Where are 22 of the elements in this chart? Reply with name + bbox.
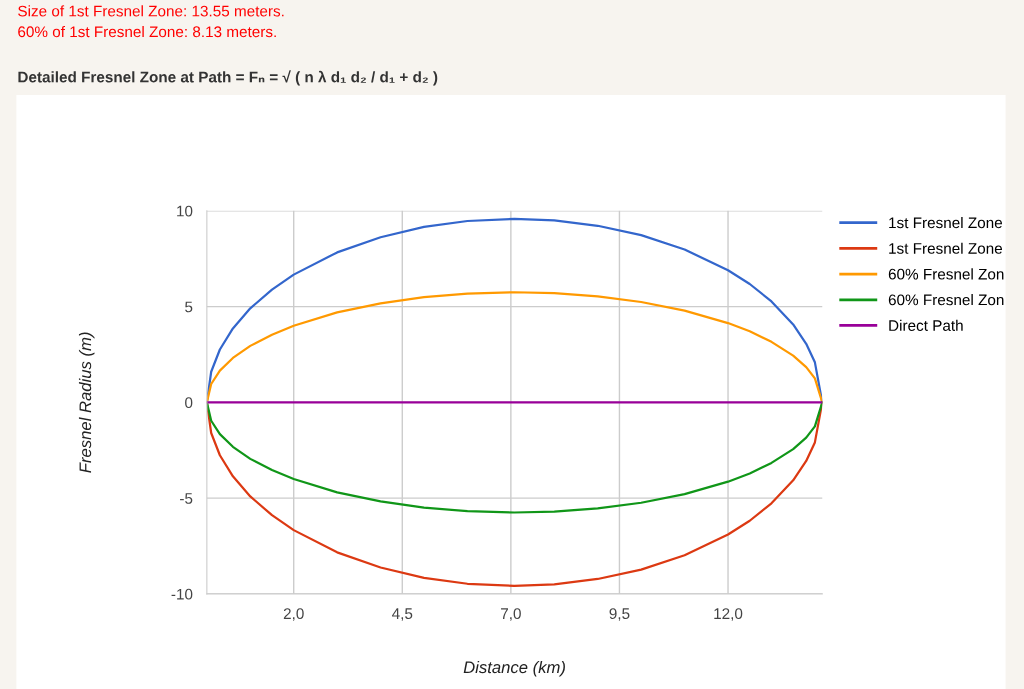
legend-label: 1st Fresnel Zone: [889, 242, 1003, 254]
y-tick-label: 5: [185, 301, 193, 313]
legend-label: 60% Fresnel Zon: [888, 294, 1004, 306]
y-tick-label: 10: [177, 205, 193, 217]
legend-label: 60% Fresnel Zon: [888, 268, 1004, 280]
y-tick-label: 0: [185, 397, 193, 409]
x-tick-label: 9,5: [609, 608, 630, 621]
y-axis-title: Fresnel Radius (m): [78, 332, 95, 473]
x-axis-title: Distance (km): [463, 660, 565, 677]
x-tick-label: 4,5: [392, 608, 413, 621]
text: Size of 1st Fresnel Zone: 13.55 meters.: [18, 5, 284, 17]
text: 60% of 1st Fresnel Zone: 8.13 meters.: [18, 25, 276, 38]
line-series: [206, 291, 823, 404]
line-series: [206, 401, 823, 514]
chart-title: Detailed Fresnel Zone at Path = Fₙ = √ ( n λ d₁ d₂ / d₁ + d₂ ): [18, 70, 438, 86]
y-tick-label: -10: [171, 588, 193, 600]
x-tick-label: 12,0: [714, 608, 743, 621]
x-tick-label: 7,0: [501, 608, 521, 621]
y-tick-label: -5: [180, 493, 193, 504]
legend-label: 1st Fresnel Zone: [889, 216, 1003, 229]
legend-label: Direct Path: [889, 319, 963, 331]
x-tick-label: 2,0: [283, 608, 304, 621]
